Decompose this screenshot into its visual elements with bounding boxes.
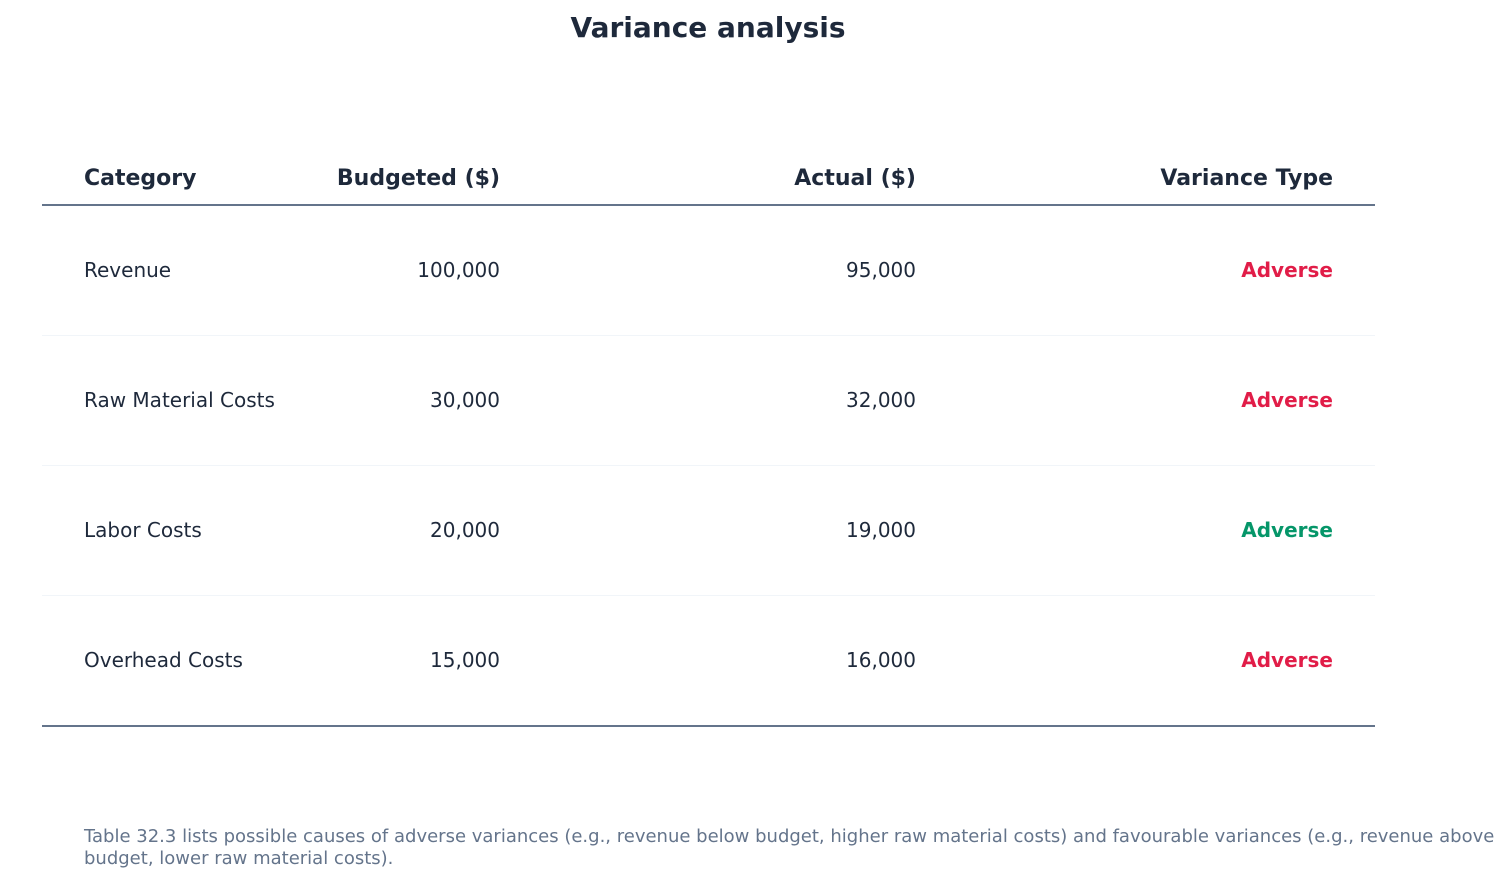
table-header-row: Category Budgeted ($) Actual ($) Varianc…	[42, 150, 1375, 206]
cell-budgeted: 15,000	[430, 648, 500, 672]
cell-actual: 16,000	[846, 648, 916, 672]
cell-category: Overhead Costs	[84, 648, 243, 672]
header-budgeted: Budgeted ($)	[336, 166, 500, 191]
cell-category: Revenue	[84, 258, 172, 282]
chart-title: Variance analysis	[570, 11, 846, 44]
cell-category: Raw Material Costs	[84, 388, 275, 412]
header-variance-type: Variance Type	[1160, 166, 1333, 191]
cell-actual: 19,000	[846, 518, 916, 542]
cell-budgeted: 100,000	[417, 258, 500, 282]
cell-budgeted: 20,000	[430, 518, 500, 542]
cell-budgeted: 30,000	[430, 388, 500, 412]
table-row: Overhead Costs 15,000 16,000 Adverse	[42, 596, 1375, 727]
header-category: Category	[84, 166, 197, 191]
cell-variance-type: Adverse	[1241, 648, 1333, 672]
table-caption: Table 32.3 lists possible causes of adve…	[84, 826, 1495, 869]
table-row: Raw Material Costs 30,000 32,000 Adverse	[42, 336, 1375, 466]
table-row: Revenue 100,000 95,000 Adverse	[42, 206, 1375, 336]
cell-variance-type: Adverse	[1241, 258, 1333, 282]
cell-variance-type: Adverse	[1241, 518, 1333, 542]
variance-table: Category Budgeted ($) Actual ($) Varianc…	[42, 150, 1375, 727]
cell-category: Labor Costs	[84, 518, 202, 542]
cell-variance-type: Adverse	[1241, 388, 1333, 412]
header-actual: Actual ($)	[794, 166, 916, 191]
cell-actual: 32,000	[846, 388, 916, 412]
table-row: Labor Costs 20,000 19,000 Adverse	[42, 466, 1375, 596]
cell-actual: 95,000	[846, 258, 916, 282]
